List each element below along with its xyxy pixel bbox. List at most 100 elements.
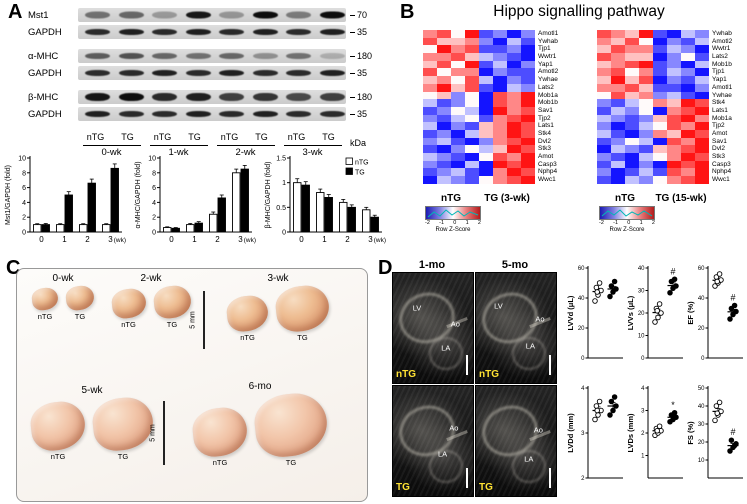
panel-b: B Hippo signalling pathway Amotl1 Ywhab Tj…: [395, 0, 747, 258]
heatmap-cell: [597, 99, 611, 107]
echo-annotation-la: LA: [441, 343, 451, 353]
heatmap-cell: [597, 83, 611, 92]
data-point-nTG: [595, 412, 601, 418]
dot-plot-lvdd: 2 3 4 LVDd (mm): [566, 386, 623, 482]
heatmap-cell: [451, 145, 465, 153]
heatmap-cell: [451, 60, 465, 69]
svg-text:2: 2: [152, 215, 156, 222]
heatmap-cell: [639, 168, 653, 177]
blot-band: [319, 29, 345, 35]
svg-text:LVDs (mm): LVDs (mm): [626, 413, 635, 453]
western-blot: Mst1 70 GAPDH 35 α-MHC 180 GAPDH 35 β-MHC 180 GAPD…: [28, 8, 388, 131]
echo-scale-bar: [466, 468, 468, 488]
gene-label: Stk3: [712, 153, 726, 160]
week-label: 2-wk: [235, 147, 256, 158]
bar-nTG: [293, 182, 302, 233]
heatmap-cell: [437, 129, 451, 138]
heart-tag: nTG: [50, 452, 66, 461]
heatmap-cell: [465, 76, 479, 84]
heatmap-cell: [507, 137, 521, 146]
heatmap-cell: [639, 122, 653, 130]
heatmap-cell: [695, 83, 709, 92]
heatmap-cell: [653, 129, 667, 138]
heatmap-cell: [611, 60, 625, 69]
heatmap-cell: [521, 30, 535, 38]
blot-band: [152, 70, 177, 76]
heatmap-15wk-gene-labels: Ywhab Amotl2 Wwtr1 Lats2 Mob1b Tjp1 Yap1 Amotl1…: [712, 30, 746, 184]
heatmap-cell: [465, 160, 479, 169]
blot-band: [219, 29, 244, 35]
blot-row-label: GAPDH: [28, 27, 62, 38]
heatmap-cell: [653, 76, 667, 84]
bar-TG: [194, 222, 203, 233]
echo-annotation-ao: Ao: [533, 425, 543, 435]
data-point-nTG: [593, 403, 600, 409]
group-label: 2-wk: [140, 273, 162, 284]
heatmap-cell: [465, 137, 479, 146]
heatmap-cell: [667, 176, 681, 184]
svg-text:FS (%): FS (%): [686, 421, 695, 445]
svg-text:10: 10: [638, 334, 645, 340]
heatmap-cell: [521, 153, 535, 161]
echo-scale-bar: [549, 355, 551, 375]
heatmap-cell: [695, 145, 709, 153]
blot-row-label: Mst1: [28, 10, 49, 21]
heatmap-cell: [681, 45, 695, 54]
svg-text:2: 2: [215, 235, 220, 244]
heatmap-cell: [611, 37, 625, 46]
svg-text:50: 50: [698, 386, 705, 392]
blot-band: [286, 93, 311, 101]
color-key-ticks: -2 -1 0 1 2: [425, 220, 481, 226]
heatmap-cell: [423, 45, 437, 54]
svg-text:60: 60: [578, 266, 585, 272]
blot-band: [286, 111, 311, 117]
heatmap-cell: [625, 99, 639, 107]
heatmap-cell: [639, 106, 653, 115]
heatmap-cell: [667, 106, 681, 115]
gene-label: Ywhae: [538, 76, 558, 84]
heatmap-cell: [493, 60, 507, 69]
chart-mst1-gapdh: 0 2 4 6 8 10 0 1 2 3 (wk) Mst1/GAPDH (fold): [2, 152, 126, 256]
blot-band: [219, 11, 244, 19]
data-point-nTG: [593, 284, 600, 291]
heatmap-cell: [667, 91, 681, 100]
heatmap-cell: [667, 37, 681, 46]
data-point-nTG: [596, 280, 603, 286]
data-point-TG: [607, 293, 613, 300]
gene-label: Mob1b: [538, 99, 558, 107]
blot-band: [185, 93, 211, 101]
blot-strip: [78, 8, 346, 22]
svg-text:3: 3: [581, 431, 585, 437]
heatmap-cell: [423, 176, 437, 184]
heart-tag: nTG: [37, 312, 53, 321]
heatmap-cell: [639, 114, 653, 123]
heatmap-cell: [479, 153, 493, 161]
heatmap-cell: [667, 160, 681, 169]
svg-text:1: 1: [62, 235, 67, 244]
heatmap-cell: [611, 83, 625, 92]
heatmap-cell: [507, 160, 521, 169]
gene-label: Mob1a: [712, 114, 732, 122]
data-point-TG: [731, 302, 738, 309]
kda-unit-label: kDa: [350, 138, 367, 148]
heatmap-cell: [597, 137, 611, 146]
heatmap-cell: [451, 137, 465, 146]
heatmap-cell: [437, 122, 451, 130]
blot-row-label: β-MHC: [28, 92, 59, 103]
blot-band: [185, 29, 211, 35]
blot-band: [252, 70, 278, 76]
color-key-tick: -1: [613, 220, 619, 226]
dotplot-lvds: 1 2 3 4 * LVDs (mm): [626, 380, 686, 498]
data-point-nTG: [654, 308, 660, 314]
heatmap-cell: [507, 106, 521, 115]
bar-TG: [370, 216, 379, 233]
svg-text:1: 1: [282, 180, 286, 187]
bar-TG: [41, 224, 50, 233]
heatmap-cell: [625, 122, 639, 130]
heatmap-cell: [597, 176, 611, 184]
bar-nTG: [56, 224, 65, 233]
data-point-TG: [608, 398, 615, 405]
lane-group: nTG TG 0-wk: [78, 127, 145, 158]
heatmap-cell: [611, 145, 625, 153]
molecular-weight-marker: 35: [350, 109, 367, 119]
